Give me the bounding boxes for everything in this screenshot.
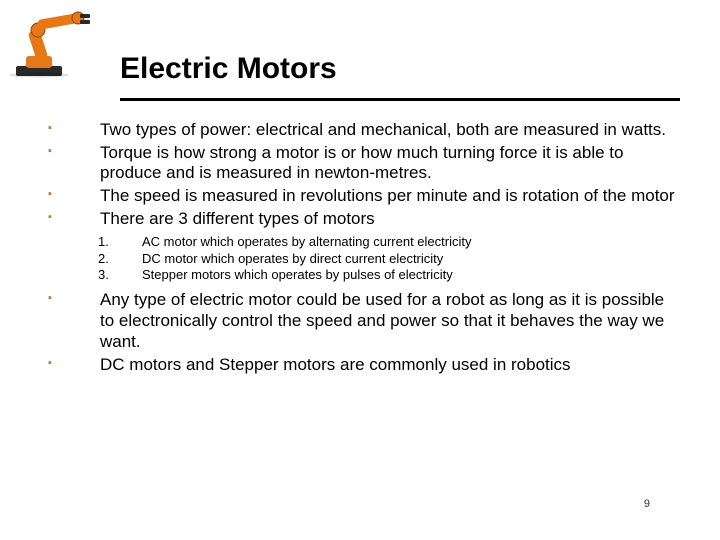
- list-number: 1.: [98, 234, 109, 251]
- list-number: 3.: [98, 267, 109, 284]
- slide: Electric Motors Two types of power: elec…: [0, 0, 720, 540]
- page-number: 9: [644, 498, 650, 510]
- list-item: DC motors and Stepper motors are commonl…: [42, 355, 682, 376]
- list-text: Stepper motors which operates by pulses …: [142, 267, 453, 282]
- numbered-sublist: 1. AC motor which operates by alternating…: [42, 234, 682, 285]
- bullet-list: Any type of electric motor could be used…: [42, 290, 682, 375]
- list-text: DC motor which operates by direct curren…: [142, 251, 443, 266]
- list-item: There are 3 different types of motors: [42, 209, 682, 230]
- list-item: The speed is measured in revolutions per…: [42, 186, 682, 207]
- list-number: 2.: [98, 251, 109, 268]
- list-item: 3. Stepper motors which operates by pulse…: [42, 267, 682, 284]
- list-item: Torque is how strong a motor is or how m…: [42, 143, 682, 184]
- robot-arm-icon: [8, 8, 96, 78]
- page-title: Electric Motors: [120, 52, 337, 86]
- bullet-list: Two types of power: electrical and mecha…: [42, 120, 682, 230]
- list-item: Two types of power: electrical and mecha…: [42, 120, 682, 141]
- content-area: Two types of power: electrical and mecha…: [42, 120, 682, 377]
- list-item: 2. DC motor which operates by direct curr…: [42, 251, 682, 268]
- list-item: 1. AC motor which operates by alternating…: [42, 234, 682, 251]
- list-item: Any type of electric motor could be used…: [42, 290, 682, 352]
- list-text: AC motor which operates by alternating c…: [142, 234, 471, 249]
- title-underline: [120, 98, 680, 101]
